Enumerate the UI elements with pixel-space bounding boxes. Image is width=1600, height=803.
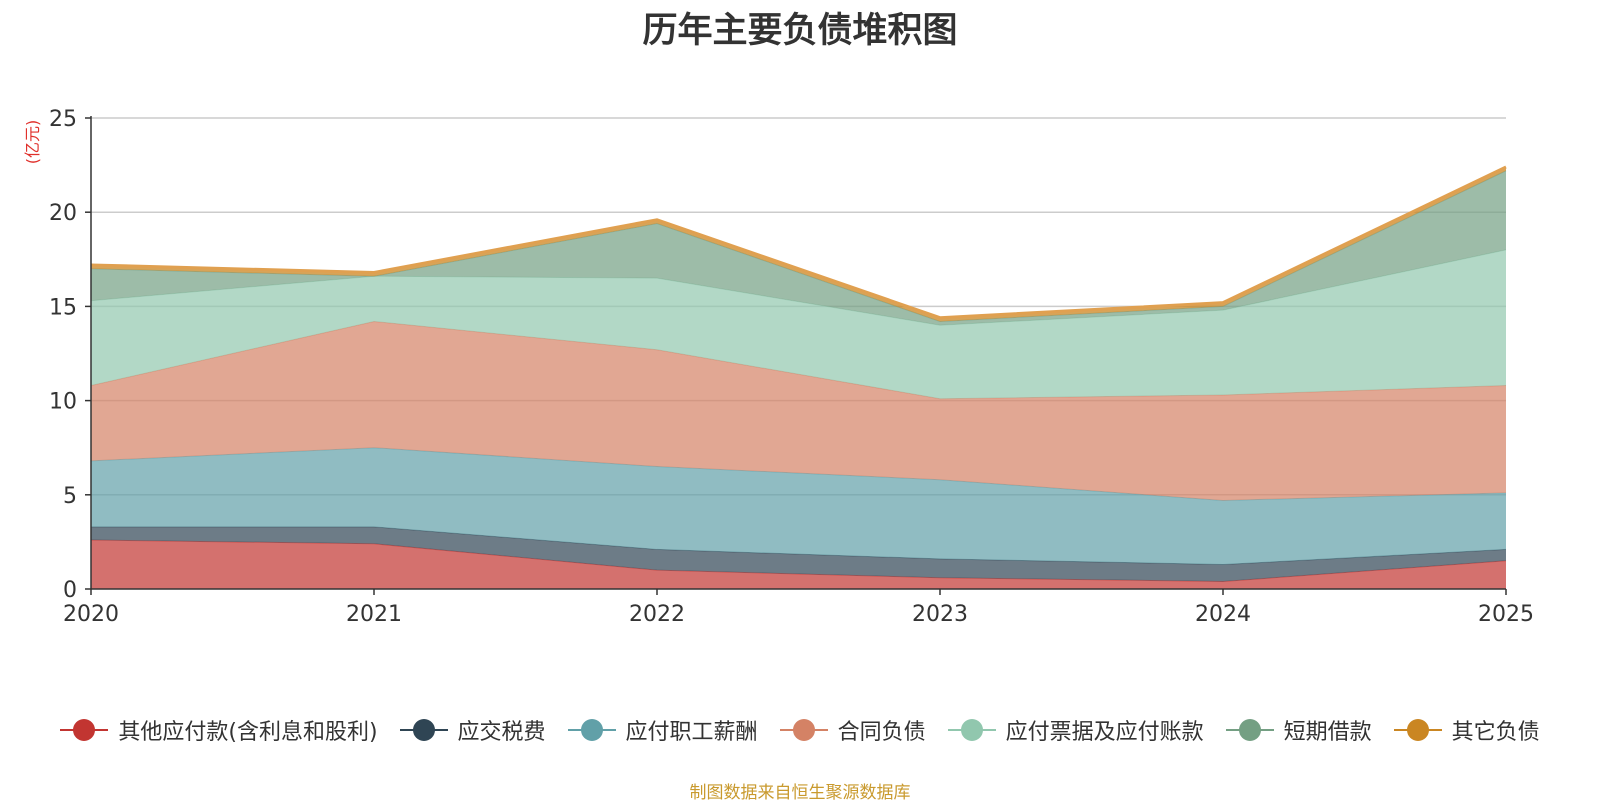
y-axis-unit-label: (亿元) [23,120,42,165]
y-tick-label: 25 [49,107,77,132]
y-tick-label: 0 [63,578,77,603]
x-tick-label: 2022 [629,602,685,627]
x-tick-label: 2021 [346,602,402,627]
y-tick-label: 10 [49,390,77,415]
chart-title: 历年主要负债堆积图 [642,11,958,51]
legend-marker-icon [399,717,448,743]
area-series-3 [91,447,1506,565]
legend-marker-icon [779,717,828,743]
legend-label: 应交税费 [457,720,546,745]
legend-item[interactable]: 应交税费 [399,714,546,746]
legend-item[interactable]: 其他应付款(含利息和股利) [60,714,378,746]
legend-label: 合同负债 [837,720,926,745]
legend-label: 应付职工薪酬 [625,720,758,745]
stacked-areas [90,165,1507,589]
x-tick-label: 2023 [912,602,968,627]
legend-item[interactable]: 合同负债 [779,714,926,746]
area-series-4 [91,321,1506,501]
x-tick-label: 2024 [1195,602,1251,627]
legend-item[interactable]: 应付职工薪酬 [567,714,758,746]
legend-label: 其他应付款(含利息和股利) [118,720,378,745]
area-series-6 [91,170,1506,326]
y-tick-label: 20 [49,201,77,226]
legend-marker-icon [1225,717,1274,743]
legend-marker-icon [1393,717,1442,743]
y-tick-label: 5 [63,484,77,509]
legend-label: 短期借款 [1283,720,1372,745]
legend-item[interactable]: 其它负债 [1393,714,1540,746]
x-tick-label: 2020 [63,602,119,627]
legend-label: 应付票据及应付账款 [1005,720,1204,745]
legend: 其他应付款(含利息和股利) 应交税费 应付职工薪酬 合同负债 应付票据及应付账款 短期借款… [0,714,1600,746]
legend-marker-icon [567,717,616,743]
area-series-1 [91,540,1506,589]
x-tick-label: 2025 [1478,602,1534,627]
legend-item[interactable]: 应付票据及应付账款 [947,714,1204,746]
area-series-7-line [90,165,1507,320]
source-note: 制图数据来自恒生聚源数据库 [689,783,911,803]
legend-label: 其它负债 [1451,720,1540,745]
area-series-5 [91,249,1506,399]
legend-marker-icon [947,717,996,743]
legend-marker-icon [60,717,109,743]
y-tick-label: 15 [49,295,77,320]
legend-item[interactable]: 短期借款 [1225,714,1372,746]
